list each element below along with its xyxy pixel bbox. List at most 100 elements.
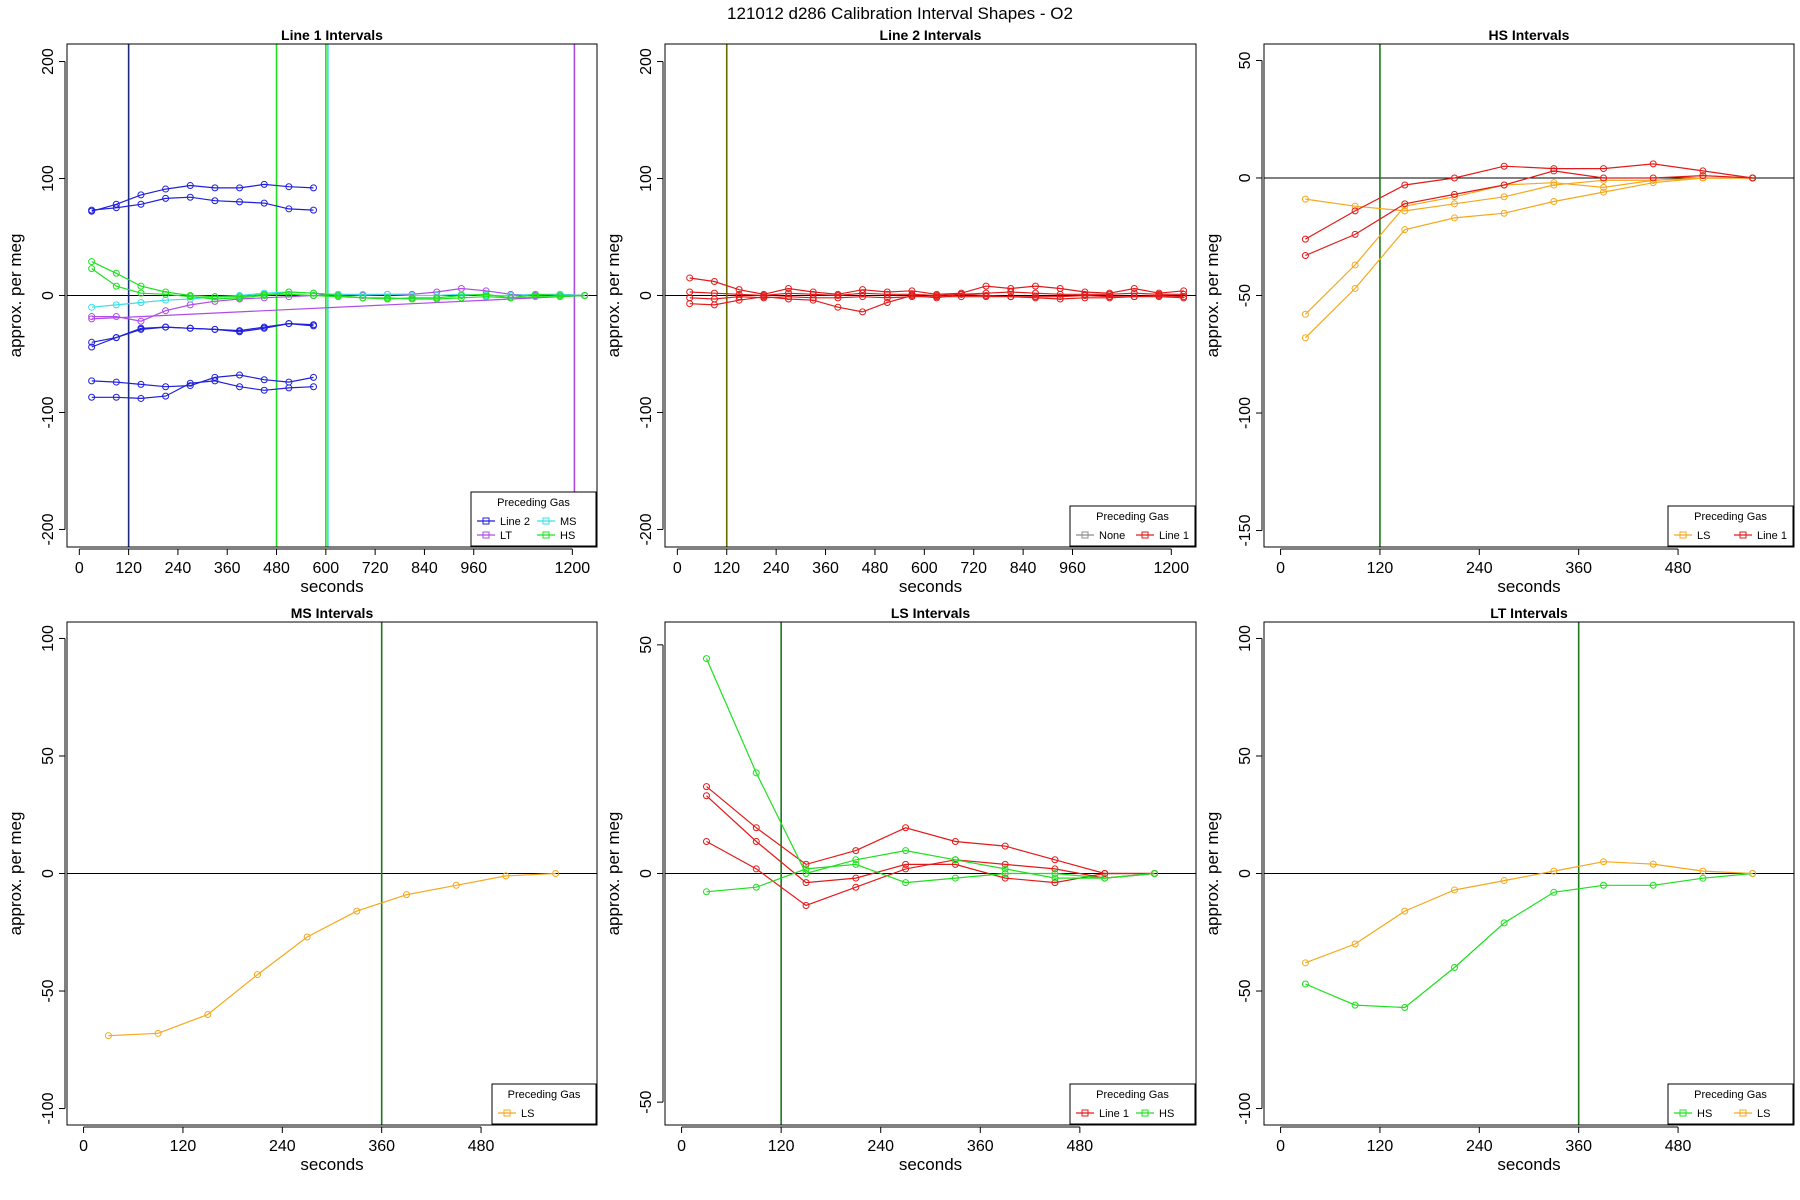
series-line [706, 863, 1155, 893]
data-point [1649, 176, 1657, 184]
series-line [1305, 177, 1753, 212]
data-point [1351, 202, 1359, 210]
legend-swatch-marker [1081, 531, 1089, 539]
data-point [260, 292, 268, 299]
data-point [951, 856, 959, 864]
y-tick-label: 50 [40, 747, 57, 765]
data-point [1056, 290, 1064, 298]
legend-swatch-marker [482, 531, 490, 539]
data-point [1649, 881, 1657, 889]
data-point [1550, 888, 1558, 896]
data-point [211, 293, 219, 301]
series-line [689, 291, 1184, 297]
data-point [1401, 907, 1409, 915]
data-point [531, 293, 539, 301]
data-point [507, 292, 515, 299]
x-tick-label: 360 [368, 1138, 395, 1155]
data-point [852, 847, 860, 855]
series-group [104, 870, 560, 1040]
data-point [1649, 174, 1657, 182]
data-point [433, 294, 441, 302]
x-axis-label: seconds [1497, 577, 1560, 596]
series-group [686, 274, 1188, 316]
plot-frame [664, 43, 1197, 548]
legend-swatch-marker [1081, 1109, 1089, 1117]
data-point [1301, 310, 1309, 318]
series-group [88, 180, 589, 402]
y-tick-label: 0 [638, 291, 655, 300]
series-group [1301, 858, 1757, 1011]
data-point [285, 183, 293, 191]
panel-title: Line 1 Intervals [281, 27, 383, 43]
data-point [186, 324, 194, 332]
y-tick-label: -100 [40, 396, 57, 428]
x-tick-label: 720 [362, 560, 389, 577]
y-tick-label: 50 [1237, 51, 1254, 69]
x-tick-label: 600 [312, 560, 339, 577]
data-point [162, 307, 170, 315]
y-tick-label: 0 [40, 869, 57, 878]
data-point [1301, 980, 1309, 988]
data-point [1500, 193, 1508, 201]
x-tick-label: 480 [263, 560, 290, 577]
x-tick-label: 960 [1059, 560, 1086, 577]
y-tick-label: 100 [638, 165, 655, 192]
series-line [1304, 177, 1753, 339]
series-group [702, 655, 1159, 910]
x-tick-label: 240 [165, 560, 192, 577]
data-point [1051, 874, 1059, 882]
data-point [186, 379, 194, 387]
x-tick-label: 0 [75, 560, 84, 577]
data-point [1699, 174, 1707, 182]
legend-swatch-marker [1679, 531, 1687, 539]
data-point [951, 837, 959, 845]
data-point [1031, 282, 1039, 290]
data-point [1130, 293, 1138, 301]
y-tick-label: -200 [638, 513, 655, 545]
data-point [760, 293, 768, 301]
legend-swatch-marker [1141, 531, 1149, 539]
x-tick-label: 120 [768, 1138, 795, 1155]
data-point [162, 383, 170, 391]
data-point [859, 293, 867, 301]
x-tick-label: 360 [967, 1138, 994, 1155]
chart-panel: Line 2 Intervals 0 120 240 360 480 600 720 840 96… [604, 27, 1197, 596]
legend-label: Line 1 [1099, 1108, 1129, 1120]
x-tick-label: 0 [673, 560, 682, 577]
legend-label: HS [1697, 1108, 1712, 1120]
data-point [552, 870, 560, 877]
legend-swatch-marker [1739, 531, 1747, 539]
data-point [1649, 160, 1657, 168]
legend: Preceding Gas None Line 1 [1069, 505, 1196, 547]
data-point [957, 293, 965, 301]
data-point [162, 288, 170, 296]
data-point [1699, 867, 1707, 875]
data-point [1550, 165, 1558, 173]
data-point [88, 258, 96, 266]
data-point [702, 783, 710, 791]
data-point [834, 294, 842, 302]
data-point [236, 184, 244, 192]
data-point [204, 1011, 212, 1019]
data-point [211, 295, 219, 303]
data-point [1500, 209, 1508, 217]
x-tick-label: 120 [1367, 1138, 1394, 1155]
legend-label: LS [1697, 530, 1710, 542]
data-point [1550, 197, 1558, 205]
data-point [752, 837, 760, 845]
legend-label: Line 2 [500, 516, 530, 528]
x-tick-label: 480 [1665, 560, 1692, 577]
data-point [1031, 294, 1039, 302]
x-tick-label: 480 [1665, 1138, 1692, 1155]
data-point [735, 286, 743, 294]
legend-title: Preceding Gas [1694, 511, 1767, 523]
data-point [482, 290, 490, 298]
data-point [1001, 874, 1009, 882]
data-point [951, 860, 959, 868]
legend-label: LS [521, 1108, 534, 1120]
data-point [1056, 295, 1064, 303]
data-point [1699, 172, 1707, 180]
data-point [162, 185, 170, 193]
data-point [531, 290, 539, 298]
data-point [285, 384, 293, 392]
